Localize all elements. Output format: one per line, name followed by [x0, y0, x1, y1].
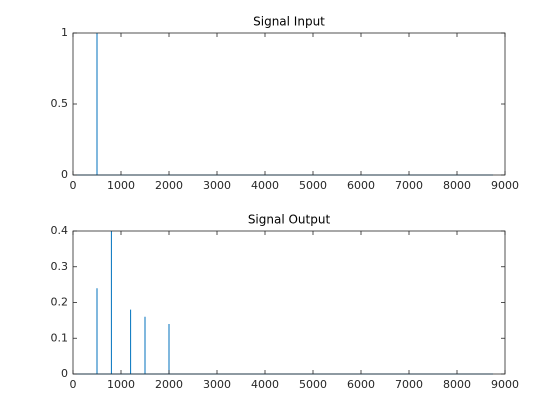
x-tick-label: 2000 [155, 378, 183, 391]
x-tick-label: 3000 [203, 179, 231, 192]
x-tick-label: 9000 [491, 378, 519, 391]
x-tick-label: 2000 [155, 179, 183, 192]
x-tick-label: 3000 [203, 378, 231, 391]
y-tick-label: 0.2 [51, 296, 69, 309]
chart-title: Signal Output [248, 213, 331, 227]
x-tick-label: 8000 [443, 179, 471, 192]
y-tick-label: 0 [61, 367, 68, 380]
signal-line [73, 231, 493, 375]
x-tick-label: 7000 [395, 179, 423, 192]
x-tick-label: 1000 [107, 179, 135, 192]
x-tick-label: 8000 [443, 378, 471, 391]
plot-area [73, 33, 505, 175]
y-tick-label: 1 [61, 26, 68, 39]
x-tick-label: 5000 [299, 179, 327, 192]
x-tick-label: 9000 [491, 179, 519, 192]
x-tick-label: 5000 [299, 378, 327, 391]
y-tick-label: 0.3 [51, 260, 69, 273]
x-tick-label: 0 [70, 378, 77, 391]
x-tick-label: 6000 [347, 378, 375, 391]
chart-title: Signal Input [253, 15, 325, 29]
x-tick-label: 6000 [347, 179, 375, 192]
x-tick-label: 4000 [251, 179, 279, 192]
x-tick-label: 1000 [107, 378, 135, 391]
y-tick-label: 0 [61, 168, 68, 181]
y-tick-label: 0.4 [51, 224, 69, 237]
x-tick-label: 7000 [395, 378, 423, 391]
y-tick-label: 0.5 [51, 97, 69, 110]
plot-area [73, 231, 505, 374]
y-tick-label: 0.1 [51, 331, 69, 344]
x-tick-label: 4000 [251, 378, 279, 391]
x-tick-label: 0 [70, 179, 77, 192]
